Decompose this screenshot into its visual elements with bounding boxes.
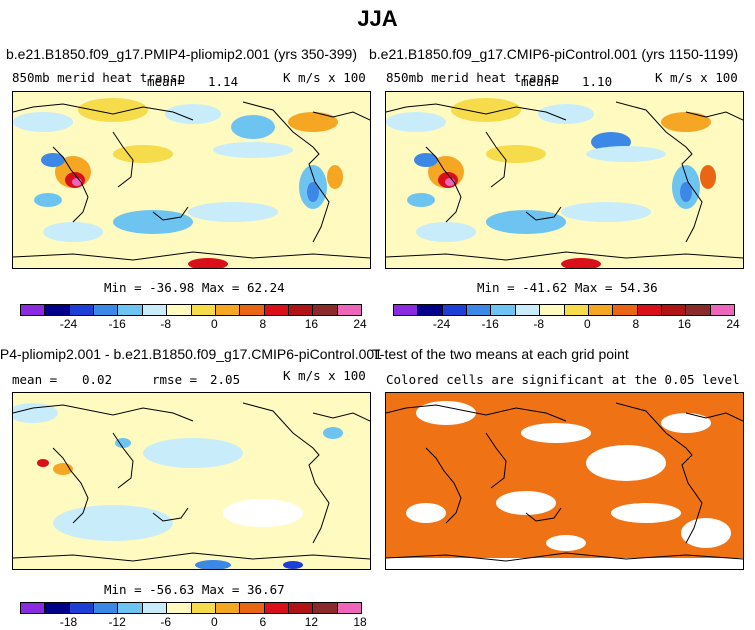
- panel2-map: [385, 91, 744, 269]
- panel3-colorbar: [20, 602, 362, 614]
- colorbar-swatch: [191, 603, 216, 613]
- colorbar-tick-label: 24: [353, 317, 367, 331]
- panel1-mean-label: mean=: [147, 74, 185, 89]
- colorbar-swatch: [191, 305, 216, 315]
- colorbar-tick-label: 6: [259, 615, 267, 629]
- panel4-title: T-test of the two means at each grid poi…: [372, 346, 629, 362]
- colorbar-swatch: [288, 603, 314, 613]
- colorbar-swatch: [337, 603, 362, 613]
- panel2-mean-label: mean=: [521, 74, 559, 89]
- panel1-colorbar: [20, 304, 362, 316]
- colorbar-tick-label: -24: [432, 317, 451, 331]
- colorbar-swatch: [69, 305, 95, 315]
- colorbar-swatch: [394, 305, 419, 315]
- colorbar-swatch: [167, 305, 192, 315]
- colorbar-tick-label: 0: [210, 317, 218, 331]
- colorbar-swatch: [686, 305, 711, 315]
- panel3-map: [12, 392, 371, 570]
- colorbar-tick-label: -8: [160, 317, 172, 331]
- colorbar-swatch: [240, 603, 265, 613]
- colorbar-tick-label: 24: [726, 317, 740, 331]
- panel1-case-title: b.e21.B1850.f09_g17.PMIP4-pliomip2.001 (…: [6, 46, 357, 62]
- colorbar-tick-label: -18: [59, 615, 78, 629]
- panel2-minmax: Min = -41.62 Max = 54.36: [477, 280, 658, 295]
- panel3-mean-label: mean =: [12, 372, 58, 387]
- colorbar-tick-label: -16: [481, 317, 499, 331]
- colorbar-tick-label: -6: [160, 615, 172, 629]
- colorbar-tick-label: 18: [353, 615, 367, 629]
- colorbar-swatch: [564, 305, 589, 315]
- colorbar-swatch: [313, 305, 338, 315]
- colorbar-swatch: [215, 603, 241, 613]
- panel3-units: K m/s x 100: [283, 368, 366, 383]
- panel4-subtitle: Colored cells are significant at the 0.0…: [386, 372, 740, 387]
- panel1-minmax: Min = -36.98 Max = 62.24: [104, 280, 285, 295]
- colorbar-swatch: [515, 305, 541, 315]
- colorbar-swatch: [240, 305, 265, 315]
- colorbar-swatch: [21, 305, 46, 315]
- colorbar-swatch: [94, 603, 119, 613]
- colorbar-swatch: [94, 305, 119, 315]
- colorbar-swatch: [313, 603, 338, 613]
- panel1-mean-value: 1.14: [208, 74, 239, 89]
- colorbar-swatch: [45, 305, 70, 315]
- colorbar-swatch: [637, 305, 662, 315]
- panel2-case-title: b.e21.B1850.f09_g17.CMIP6-piControl.001 …: [369, 46, 739, 62]
- colorbar-swatch: [167, 603, 192, 613]
- colorbar-swatch: [142, 305, 168, 315]
- colorbar-tick-label: -12: [108, 615, 126, 629]
- panel2-colorbar: [393, 304, 735, 316]
- colorbar-swatch: [710, 305, 735, 315]
- colorbar-tick-label: 16: [677, 317, 692, 331]
- panel1-variable-label: 850mb merid heat transp: [12, 70, 186, 85]
- panel1-map-graphic: [13, 92, 370, 268]
- panel2-variable-label: 850mb merid heat transp: [386, 70, 560, 85]
- colorbar-tick-label: 8: [259, 317, 267, 331]
- colorbar-swatch: [540, 305, 565, 315]
- panel2-map-graphic: [386, 92, 743, 268]
- colorbar-tick-label: -24: [59, 317, 78, 331]
- colorbar-swatch: [661, 305, 687, 315]
- colorbar-tick-label: -16: [108, 317, 126, 331]
- colorbar-swatch: [613, 305, 638, 315]
- panel3-minmax: Min = -56.63 Max = 36.67: [104, 582, 285, 597]
- panel3-case-title-clip: b.e21.B1850.f09_g17.PMIP4-pliomip2.001 -…: [0, 346, 382, 366]
- colorbar-swatch: [215, 305, 241, 315]
- colorbar-swatch: [264, 603, 289, 613]
- panel3-rmse-label: rmse =: [152, 372, 198, 387]
- colorbar-swatch: [142, 603, 168, 613]
- colorbar-swatch: [288, 305, 314, 315]
- figure-title: JJA: [357, 6, 398, 31]
- colorbar-tick-label: 8: [632, 317, 640, 331]
- panel1-map: [12, 91, 371, 269]
- panel3-rmse-value: 2.05: [210, 372, 241, 387]
- colorbar-swatch: [467, 305, 492, 315]
- colorbar-tick-label: 0: [583, 317, 591, 331]
- colorbar-swatch: [45, 603, 70, 613]
- colorbar-swatch: [21, 603, 46, 613]
- colorbar-tick-label: -8: [533, 317, 545, 331]
- colorbar-tick-label: 16: [304, 317, 319, 331]
- colorbar-swatch: [264, 305, 289, 315]
- colorbar-swatch: [118, 603, 143, 613]
- colorbar-tick-label: 0: [210, 615, 218, 629]
- panel3-mean-value: 0.02: [82, 372, 113, 387]
- colorbar-swatch: [69, 603, 95, 613]
- panel2-units: K m/s x 100: [655, 70, 738, 85]
- colorbar-swatch: [337, 305, 362, 315]
- panel2-mean-value: 1.10: [582, 74, 613, 89]
- panel4-map-graphic: [386, 393, 743, 569]
- colorbar-swatch: [442, 305, 468, 315]
- panel1-units: K m/s x 100: [283, 70, 366, 85]
- colorbar-swatch: [418, 305, 443, 315]
- colorbar-tick-label: 12: [304, 615, 319, 629]
- colorbar-swatch: [118, 305, 143, 315]
- panel3-case-title: b.e21.B1850.f09_g17.PMIP4-pliomip2.001 -…: [0, 346, 382, 362]
- panel3-map-graphic: [13, 393, 370, 569]
- colorbar-swatch: [491, 305, 516, 315]
- panel4-map: [385, 392, 744, 570]
- colorbar-swatch: [588, 305, 614, 315]
